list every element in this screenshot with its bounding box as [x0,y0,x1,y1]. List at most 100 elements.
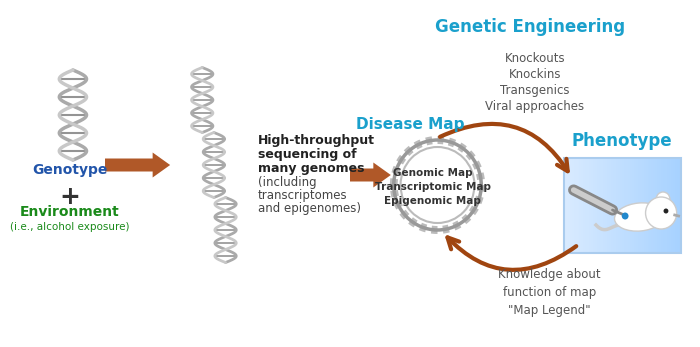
Polygon shape [400,210,410,220]
Bar [659,158,661,253]
Text: Genetic Engineering: Genetic Engineering [435,18,625,36]
Bar [626,158,628,253]
Bar [648,158,650,253]
Bar [661,158,663,253]
Circle shape [392,138,483,232]
FancyArrow shape [350,162,391,187]
Bar [583,158,585,253]
Bar [582,158,583,253]
Polygon shape [438,136,444,144]
Polygon shape [452,220,461,230]
Bar [618,158,620,253]
Polygon shape [442,225,450,234]
Text: Environment: Environment [20,205,120,219]
Bar [650,158,652,253]
Text: Viral approaches: Viral approaches [485,100,584,113]
Text: Disease Map: Disease Map [356,117,465,132]
Bar [665,158,667,253]
Bar [675,158,677,253]
Bar [630,158,632,253]
Text: Genotype: Genotype [32,163,108,177]
Bar [589,158,591,253]
Text: Transcriptomic Map: Transcriptomic Map [374,182,491,192]
Bar [636,158,638,253]
Polygon shape [466,150,475,160]
Bar [655,158,657,253]
Circle shape [664,209,668,213]
Bar [645,158,648,253]
Bar [634,158,636,253]
Polygon shape [396,155,406,164]
Polygon shape [390,178,398,185]
Ellipse shape [615,203,665,231]
Text: transcriptomes: transcriptomes [258,188,347,202]
Bar [678,158,680,253]
Polygon shape [474,196,484,204]
Bar [591,158,593,253]
Bar [566,158,568,253]
Bar [605,158,607,253]
Bar [663,158,665,253]
Polygon shape [472,161,482,170]
Text: (i.e., alcohol exposure): (i.e., alcohol exposure) [10,222,130,232]
Polygon shape [414,139,423,150]
Bar [643,158,645,253]
Bar [595,158,597,253]
Text: Genomic Map: Genomic Map [393,168,473,178]
Bar [620,158,622,253]
Bar [657,158,659,253]
Bar [580,158,582,253]
Bar [673,158,675,253]
Polygon shape [404,146,414,156]
Polygon shape [390,190,399,198]
Text: Phenotype: Phenotype [572,132,673,150]
Bar [570,158,572,253]
Polygon shape [457,143,467,153]
Polygon shape [448,138,456,147]
Bar [642,158,643,253]
FancyArrow shape [105,152,170,178]
Polygon shape [425,136,433,145]
Bar [601,158,603,253]
Polygon shape [391,166,401,175]
Text: many genomes: many genomes [258,161,364,175]
Text: Knockins: Knockins [508,68,561,81]
Text: Transgenics: Transgenics [500,84,570,97]
Bar [652,158,653,253]
Polygon shape [476,172,485,180]
Bar [624,158,626,253]
Bar [653,158,655,253]
Bar [617,158,618,253]
Bar [677,158,678,253]
Bar [671,158,673,253]
Bar [597,158,599,253]
Bar [669,158,671,253]
Bar [612,158,615,253]
Text: (including: (including [258,176,316,188]
Bar [610,158,612,253]
Circle shape [622,212,629,220]
Bar [587,158,589,253]
Bar [615,158,617,253]
Polygon shape [419,223,427,232]
Polygon shape [431,226,438,234]
Bar [599,158,601,253]
Polygon shape [408,217,418,227]
Text: +: + [60,185,80,209]
Bar [638,158,640,253]
Polygon shape [461,214,471,224]
Bar [608,158,610,253]
Text: Epigenomic Map: Epigenomic Map [384,196,481,206]
Bar [640,158,642,253]
Circle shape [645,197,677,229]
Bar [593,158,595,253]
Bar [572,158,573,253]
Bar [578,158,580,253]
Bar [568,158,570,253]
Bar [607,158,608,253]
Text: High-throughput: High-throughput [258,134,375,146]
Bar [603,158,605,253]
Bar [585,158,587,253]
Bar [573,158,575,253]
Text: Knockouts: Knockouts [505,52,565,65]
